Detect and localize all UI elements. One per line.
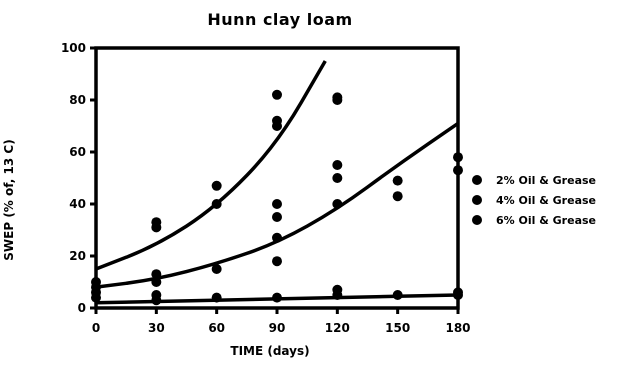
y-tick-label: 100	[61, 41, 86, 55]
legend-label: 2% Oil & Grease	[496, 173, 596, 187]
data-point-series-2	[453, 165, 463, 176]
data-point-series-3	[91, 287, 101, 298]
data-point-series-3	[332, 284, 343, 295]
x-tick-label: 120	[325, 321, 350, 335]
y-tick-label: 40	[69, 197, 86, 211]
data-point-series-2	[332, 160, 343, 170]
data-point-series-3	[272, 292, 282, 303]
data-point-series-1	[272, 115, 282, 126]
data-point-series-2	[332, 173, 343, 183]
x-tick-label: 30	[148, 321, 165, 335]
data-point-series-1	[211, 180, 222, 191]
data-point-series-3	[211, 292, 222, 303]
y-tick-label: 80	[69, 93, 86, 107]
data-point-series-2	[151, 277, 162, 287]
legend-item: 2% Oil & Grease	[472, 170, 596, 190]
fit-curve-series-3	[96, 293, 458, 305]
fit-curve-series-2	[96, 121, 458, 289]
data-point-series-1	[332, 92, 343, 103]
x-tick-label: 180	[445, 321, 470, 335]
data-point-series-3	[151, 290, 162, 300]
y-tick-label: 0	[78, 301, 86, 315]
legend: 2% Oil & Grease 4% Oil & Grease 6% Oil &…	[472, 170, 596, 230]
data-point-series-2	[272, 212, 282, 222]
y-tick-label: 20	[69, 249, 86, 263]
legend-marker	[472, 195, 482, 205]
legend-marker	[472, 215, 482, 225]
chart-title: Hunn clay loam	[207, 10, 353, 29]
data-point-series-1	[151, 217, 162, 228]
fit-curve-series-1	[96, 60, 327, 271]
data-point-series-2	[392, 191, 403, 202]
x-tick-label: 150	[385, 321, 410, 335]
legend-item: 4% Oil & Grease	[472, 190, 596, 210]
data-point-series-2	[272, 232, 282, 243]
data-point-series-2	[272, 256, 282, 267]
x-tick-label: 90	[269, 321, 286, 335]
data-point-series-1	[211, 199, 222, 209]
legend-marker	[472, 175, 482, 185]
x-tick-label: 0	[92, 321, 100, 335]
x-tick-label: 60	[208, 321, 225, 335]
data-point-series-2	[392, 175, 403, 186]
data-point-series-2	[151, 269, 162, 280]
data-point-series-1	[272, 89, 282, 100]
data-point-series-2	[453, 152, 463, 163]
data-point-series-2	[332, 199, 343, 209]
plot-frame	[94, 46, 460, 310]
data-point-series-2	[272, 199, 282, 209]
legend-item: 6% Oil & Grease	[472, 210, 596, 230]
data-point-series-3	[392, 290, 403, 300]
legend-label: 4% Oil & Grease	[496, 193, 596, 207]
legend-label: 6% Oil & Grease	[496, 213, 596, 227]
data-point-series-2	[211, 264, 222, 274]
y-tick-label: 60	[69, 145, 86, 159]
data-point-series-3	[453, 287, 463, 298]
x-axis-label: TIME (days)	[230, 344, 310, 358]
